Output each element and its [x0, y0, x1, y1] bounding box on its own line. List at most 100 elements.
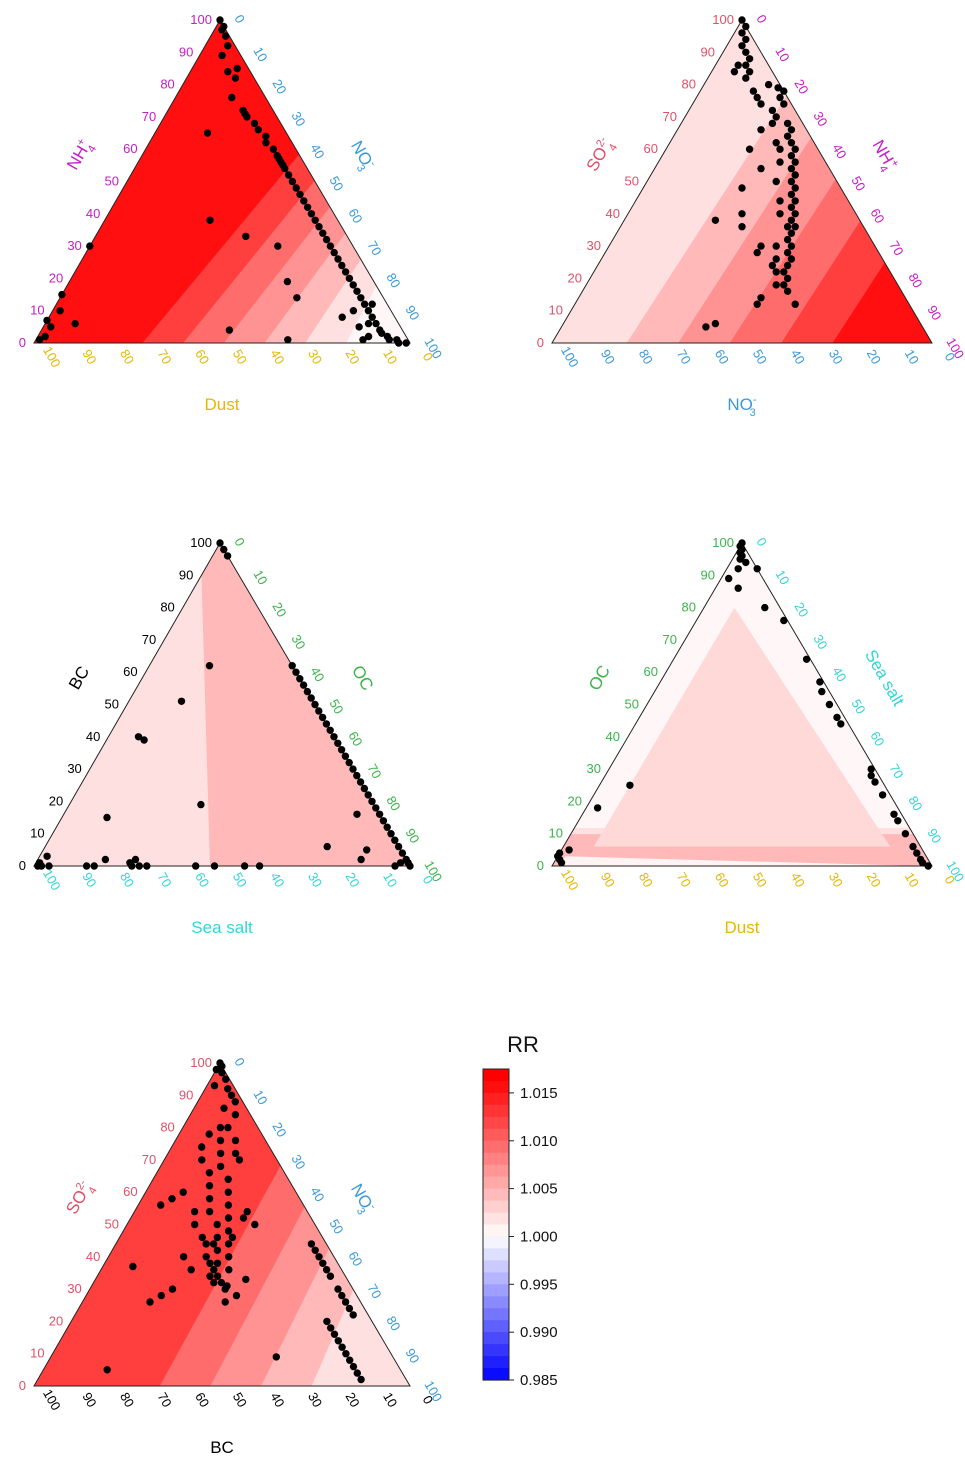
left-axis-title: NH+4 [62, 136, 99, 175]
data-point [228, 93, 236, 102]
data-point [209, 1240, 218, 1248]
data-point [787, 242, 796, 250]
colorbar-swatch [483, 1080, 509, 1094]
left-axis-tick-label: 30 [587, 238, 601, 253]
right-axis-tick-label: 0 [231, 12, 248, 26]
colorbar-swatch [483, 1332, 509, 1345]
data-point [738, 210, 746, 218]
data-point [221, 1298, 229, 1306]
data-point [364, 307, 373, 315]
data-point [307, 694, 315, 702]
data-point [787, 177, 796, 186]
data-point [787, 139, 796, 147]
bottom-axis-tick-label: 60 [192, 870, 212, 890]
data-point [372, 804, 380, 812]
data-point [702, 323, 710, 331]
data-point [43, 852, 51, 860]
data-point [41, 332, 49, 341]
data-point [349, 765, 357, 773]
data-point [341, 1298, 350, 1306]
bottom-axis-tick-label: 20 [343, 870, 363, 890]
data-point [300, 197, 308, 205]
colorbar-frame [482, 1068, 510, 1381]
data-point [103, 1366, 111, 1374]
data-point [791, 210, 799, 218]
data-point [406, 862, 414, 870]
left-axis-tick-label: 100 [712, 12, 734, 27]
points-layer [103, 1059, 365, 1384]
data-point [126, 859, 134, 867]
right-axis-tick-label: 90 [924, 303, 944, 323]
data-point [225, 326, 234, 334]
data-point [379, 817, 388, 825]
bottom-axis-tick-label: 60 [192, 347, 212, 367]
left-axis-tick-label: 50 [105, 1217, 119, 1232]
colorbar-tick-label: 1.000 [520, 1229, 558, 1246]
right-axis-title: Sea salt [861, 647, 908, 710]
data-point [783, 261, 792, 270]
right-axis-tick-label: 10 [250, 1087, 270, 1107]
data-point [281, 164, 289, 173]
left-axis-tick-label: 50 [105, 174, 119, 189]
data-point [768, 261, 777, 270]
data-point [357, 1375, 365, 1384]
left-axis-tick-label: 80 [160, 77, 174, 92]
right-axis-tick-label: 10 [250, 567, 270, 587]
data-point [780, 87, 788, 95]
bottom-axis-tick-label: 10 [902, 347, 922, 367]
data-point [738, 184, 746, 192]
bottom-axis-tick-label: 70 [155, 870, 175, 890]
data-point [157, 1201, 165, 1209]
data-point [218, 1062, 226, 1070]
data-point [772, 268, 780, 276]
data-point [224, 1227, 233, 1235]
bottom-axis-tick-label: 20 [864, 870, 884, 890]
rr-band [201, 543, 410, 866]
data-point [738, 223, 746, 231]
data-point [711, 319, 720, 328]
points-layer [702, 16, 799, 331]
right-axis-tick-label: 0 [231, 1055, 248, 1069]
data-point [192, 862, 200, 870]
bottom-axis-tick-label: 80 [117, 347, 137, 367]
data-point [768, 119, 777, 128]
data-point [255, 862, 264, 870]
data-point [206, 1259, 214, 1268]
data-point [353, 810, 361, 818]
data-point [791, 184, 799, 192]
data-point [359, 336, 367, 344]
data-point [791, 171, 799, 179]
bottom-axis-tick-label: 70 [674, 870, 694, 890]
data-point [222, 32, 230, 40]
data-point [90, 862, 98, 870]
data-point [791, 223, 799, 231]
data-point [913, 849, 921, 857]
data-point [780, 100, 788, 108]
data-point [757, 126, 765, 134]
bottom-axis-tick-label: 0 [942, 873, 959, 887]
colorbar-swatch [483, 1176, 509, 1190]
right-axis-tick-label: 30 [288, 109, 308, 129]
left-axis-tick-label: 50 [105, 697, 119, 712]
bottom-axis-tick-label: 50 [230, 1390, 250, 1410]
data-point [315, 223, 323, 231]
data-point [213, 1259, 222, 1268]
left-axis-tick-label: 80 [160, 600, 174, 615]
data-point [825, 700, 834, 709]
bottom-axis-tick-label: 20 [864, 347, 884, 367]
bottom-axis-tick-label: 10 [380, 870, 400, 890]
data-point [783, 119, 792, 128]
right-axis-title: NH+4 [864, 136, 901, 175]
bottom-axis-title: Dust [205, 395, 240, 414]
data-point [349, 1362, 358, 1371]
data-point [198, 1143, 206, 1151]
data-point [233, 64, 241, 73]
bottom-axis-tick-label: 0 [420, 350, 437, 364]
right-axis-title: OC [348, 662, 377, 694]
data-point [349, 281, 357, 289]
colorbar-swatch [483, 1152, 509, 1166]
left-axis-tick-label: 0 [19, 335, 26, 350]
data-point [780, 281, 788, 289]
data-point [355, 323, 363, 331]
